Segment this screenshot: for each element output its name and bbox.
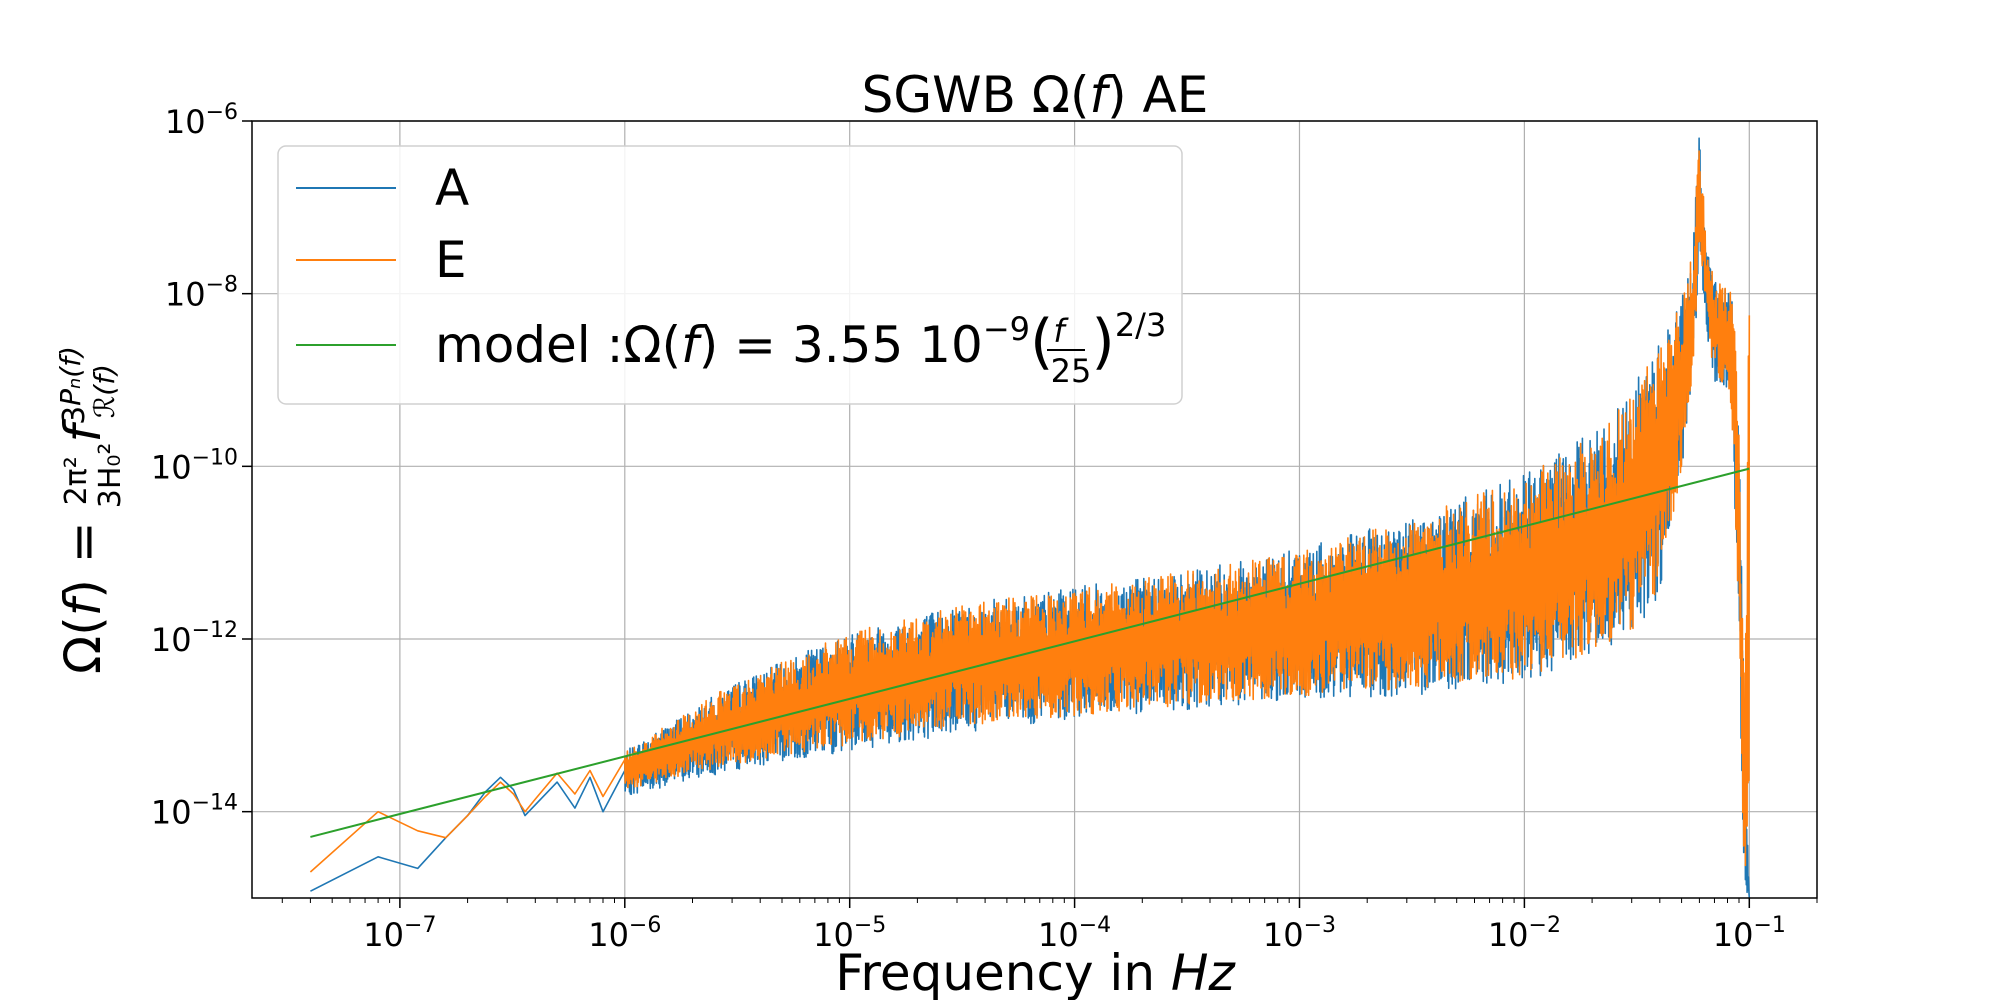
plot-frame (251, 120, 1818, 899)
x-tick-label-4: 10−3 (1263, 913, 1336, 954)
title-post: ) AE (1107, 66, 1208, 124)
legend-label-E: E (435, 231, 467, 289)
series-line-E (309, 150, 1751, 873)
xlabel-unit: Hz (1171, 944, 1237, 1000)
y-tick-label-1: 10−8 (165, 273, 238, 314)
x-tick-label-1: 10−6 (588, 913, 661, 954)
series-line-model (310, 467, 1750, 838)
svg-text:Ω(f) = 2π²3H₀²f3Pₙ(f)ℛ(f): Ω(f) = 2π²3H₀²f3Pₙ(f)ℛ(f) (54, 346, 128, 674)
x-tick-label-0: 10−7 (363, 913, 436, 954)
y-tick-label-4: 10−14 (151, 791, 238, 832)
x-tick-label-5: 10−2 (1488, 913, 1561, 954)
x-tick-label-2: 10−5 (813, 913, 886, 954)
title-pre: SGWB Ω( (862, 66, 1090, 124)
y-axis-ticks: 10−6 10−8 10−10 10−12 10−14 (151, 100, 252, 832)
legend: A E model :Ω(f) = 3.55 10−9(f 25)2/3 (277, 145, 1183, 405)
x-tick-label-3: 10−4 (1038, 913, 1111, 954)
y-tick-label-0: 10−6 (165, 100, 238, 141)
legend-label-A: A (435, 159, 469, 217)
y-axis-label: Ω(f) = 2π²3H₀²f3Pₙ(f)ℛ(f) (54, 346, 128, 674)
legend-box (277, 145, 1183, 405)
plot-area (309, 137, 1751, 899)
chart-title: SGWB Ω(f) AE (862, 66, 1209, 124)
y-tick-label-2: 10−10 (151, 445, 238, 486)
legend-label-model: model :Ω(f) = 3.55 10−9(f 25)2/3 (435, 306, 1166, 390)
y-tick-label-3: 10−12 (151, 618, 238, 659)
x-axis-label: Frequency in Hz (835, 944, 1236, 1000)
x-axis-ticks: 10−7 10−6 10−5 10−4 10−3 10−2 10−1 (281, 898, 1818, 954)
xlabel-pre: Frequency in (835, 944, 1171, 1000)
x-tick-label-6: 10−1 (1713, 913, 1786, 954)
